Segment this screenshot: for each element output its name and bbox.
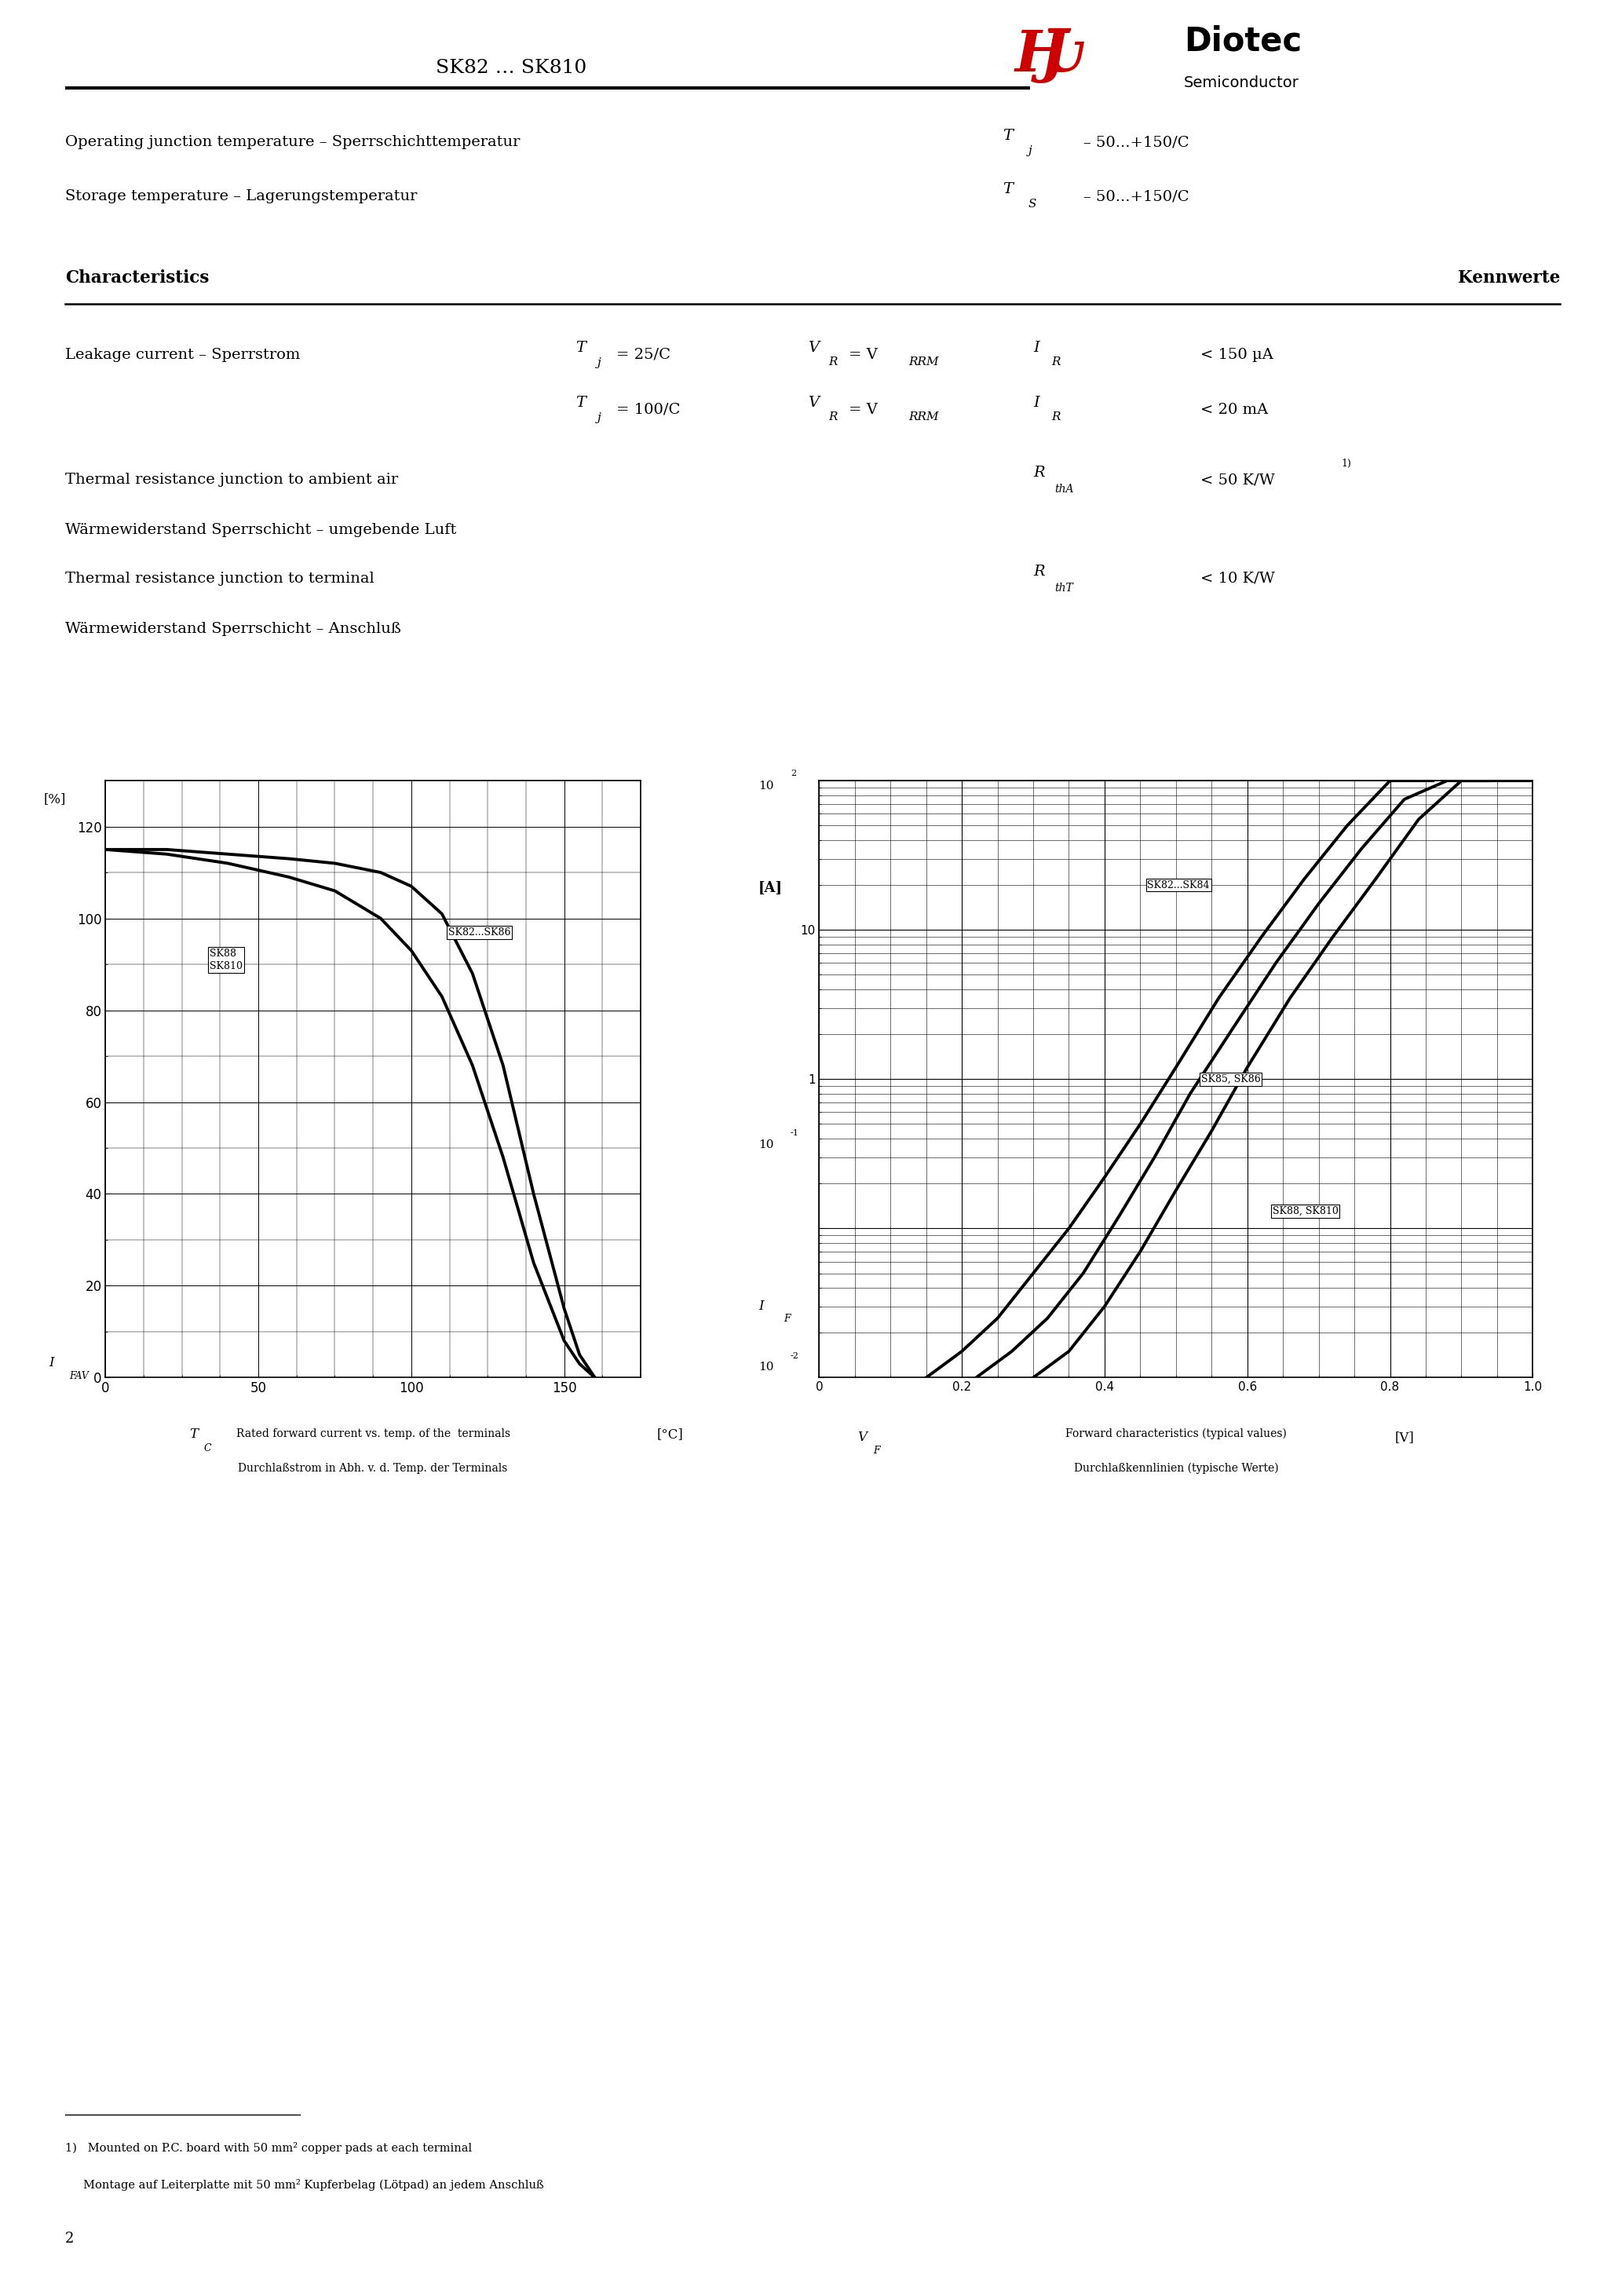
Text: j: j [1028,145,1032,156]
Text: Kennwerte: Kennwerte [1458,269,1560,287]
Text: R: R [1051,411,1061,422]
Text: 1)   Mounted on P.C. board with 50 mm² copper pads at each terminal: 1) Mounted on P.C. board with 50 mm² cop… [65,2142,472,2154]
Text: Wärmewiderstand Sperrschicht – umgebende Luft: Wärmewiderstand Sperrschicht – umgebende… [65,523,456,537]
Text: R: R [829,411,839,422]
Text: = V: = V [848,347,878,363]
Text: FAV: FAV [70,1371,89,1382]
Text: 10: 10 [759,1362,774,1373]
Text: SK82 … SK810: SK82 … SK810 [435,60,587,76]
Text: V: V [808,395,819,411]
Text: Forward characteristics (typical values): Forward characteristics (typical values) [1066,1428,1286,1440]
Text: = 25/C: = 25/C [616,347,670,363]
Text: Semiconductor: Semiconductor [1184,76,1299,90]
Text: RRM: RRM [908,356,939,367]
Text: R: R [1033,565,1045,579]
Text: thA: thA [1054,484,1074,494]
Text: thT: thT [1054,583,1072,592]
Text: [V]: [V] [1395,1430,1414,1444]
Text: I: I [49,1357,55,1368]
Text: Durchlaßkennlinien (typische Werte): Durchlaßkennlinien (typische Werte) [1074,1463,1278,1474]
Text: j: j [597,358,600,367]
Text: RRM: RRM [908,411,939,422]
Text: < 150 µA: < 150 µA [1200,347,1273,363]
Text: < 50 K/W: < 50 K/W [1200,473,1275,487]
Text: SK88, SK810: SK88, SK810 [1272,1205,1338,1217]
Text: Thermal resistance junction to terminal: Thermal resistance junction to terminal [65,572,375,585]
Text: T: T [1002,181,1012,197]
Text: 10: 10 [759,1139,774,1150]
Text: [%]: [%] [44,792,67,806]
Text: Thermal resistance junction to ambient air: Thermal resistance junction to ambient a… [65,473,397,487]
Text: R: R [829,356,839,367]
Text: Wärmewiderstand Sperrschicht – Anschluß: Wärmewiderstand Sperrschicht – Anschluß [65,622,401,636]
Text: Characteristics: Characteristics [65,269,209,287]
Text: R: R [1051,356,1061,367]
Text: Leakage current – Sperrstrom: Leakage current – Sperrstrom [65,347,300,363]
Text: F: F [783,1313,790,1325]
Text: Montage auf Leiterplatte mit 50 mm² Kupferbelag (Lötpad) an jedem Anschluß: Montage auf Leiterplatte mit 50 mm² Kupf… [65,2179,543,2190]
Text: – 50...+150/C: – 50...+150/C [1083,135,1189,149]
Text: F: F [873,1446,879,1456]
Text: [A]: [A] [759,882,783,895]
Text: 2: 2 [790,769,796,778]
Text: 10: 10 [759,781,774,792]
Text: = 100/C: = 100/C [616,402,680,418]
Text: I: I [1033,340,1040,356]
Text: -1: -1 [790,1130,800,1137]
Text: j: j [597,413,600,422]
Text: R: R [1033,466,1045,480]
Text: < 20 mA: < 20 mA [1200,402,1268,418]
Text: SK82...SK84: SK82...SK84 [1147,879,1210,891]
Text: SK85, SK86: SK85, SK86 [1200,1075,1260,1084]
Text: Diotec: Diotec [1184,25,1302,57]
Text: = V: = V [848,402,878,418]
Text: SK88
SK810: SK88 SK810 [209,948,242,971]
Text: T: T [1002,129,1012,142]
Text: Rated forward current vs. temp. of the  terminals: Rated forward current vs. temp. of the t… [237,1428,509,1440]
Text: 1): 1) [1341,459,1351,468]
Text: T: T [190,1428,198,1442]
Text: V: V [856,1430,866,1444]
Text: C: C [203,1442,211,1453]
Text: J: J [1040,28,1069,83]
Text: Operating junction temperature – Sperrschichttemperatur: Operating junction temperature – Sperrsc… [65,135,519,149]
Text: Durchlaßstrom in Abh. v. d. Temp. der Terminals: Durchlaßstrom in Abh. v. d. Temp. der Te… [238,1463,508,1474]
Text: V: V [808,340,819,356]
Text: – 50...+150/C: – 50...+150/C [1083,188,1189,204]
Text: T: T [576,395,586,411]
Text: SK82...SK86: SK82...SK86 [448,928,511,937]
Text: < 10 K/W: < 10 K/W [1200,572,1275,585]
Text: Ƕ: Ƕ [1015,28,1083,83]
Text: Storage temperature – Lagerungstemperatur: Storage temperature – Lagerungstemperatu… [65,188,417,204]
Text: -2: -2 [790,1352,800,1359]
Text: S: S [1028,200,1036,209]
Text: I: I [759,1300,764,1313]
Text: 2: 2 [65,2232,75,2245]
Text: [°C]: [°C] [657,1428,683,1442]
Text: T: T [576,340,586,356]
Text: I: I [1033,395,1040,411]
